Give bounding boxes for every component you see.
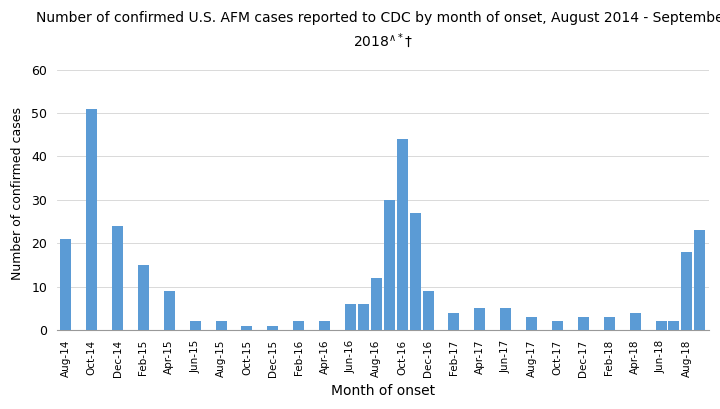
- Bar: [190, 321, 201, 330]
- Bar: [604, 317, 615, 330]
- X-axis label: Month of onset: Month of onset: [330, 384, 435, 398]
- Bar: [681, 252, 693, 330]
- Bar: [112, 226, 123, 330]
- Bar: [474, 308, 485, 330]
- Bar: [345, 304, 356, 330]
- Bar: [397, 139, 408, 330]
- Bar: [60, 239, 71, 330]
- Bar: [655, 321, 667, 330]
- Bar: [668, 321, 680, 330]
- Bar: [293, 321, 305, 330]
- Bar: [86, 109, 97, 330]
- Bar: [138, 265, 149, 330]
- Bar: [500, 308, 511, 330]
- Bar: [319, 321, 330, 330]
- Bar: [694, 230, 706, 330]
- Bar: [449, 312, 459, 330]
- Bar: [629, 312, 641, 330]
- Bar: [384, 200, 395, 330]
- Bar: [526, 317, 537, 330]
- Bar: [358, 304, 369, 330]
- Bar: [371, 278, 382, 330]
- Bar: [215, 321, 227, 330]
- Bar: [241, 326, 253, 330]
- Y-axis label: Number of confirmed cases: Number of confirmed cases: [11, 107, 24, 280]
- Title: Number of confirmed U.S. AFM cases reported to CDC by month of onset, August 201: Number of confirmed U.S. AFM cases repor…: [36, 11, 720, 50]
- Bar: [267, 326, 279, 330]
- Bar: [578, 317, 589, 330]
- Bar: [423, 291, 433, 330]
- Bar: [552, 321, 563, 330]
- Bar: [410, 213, 420, 330]
- Bar: [164, 291, 175, 330]
